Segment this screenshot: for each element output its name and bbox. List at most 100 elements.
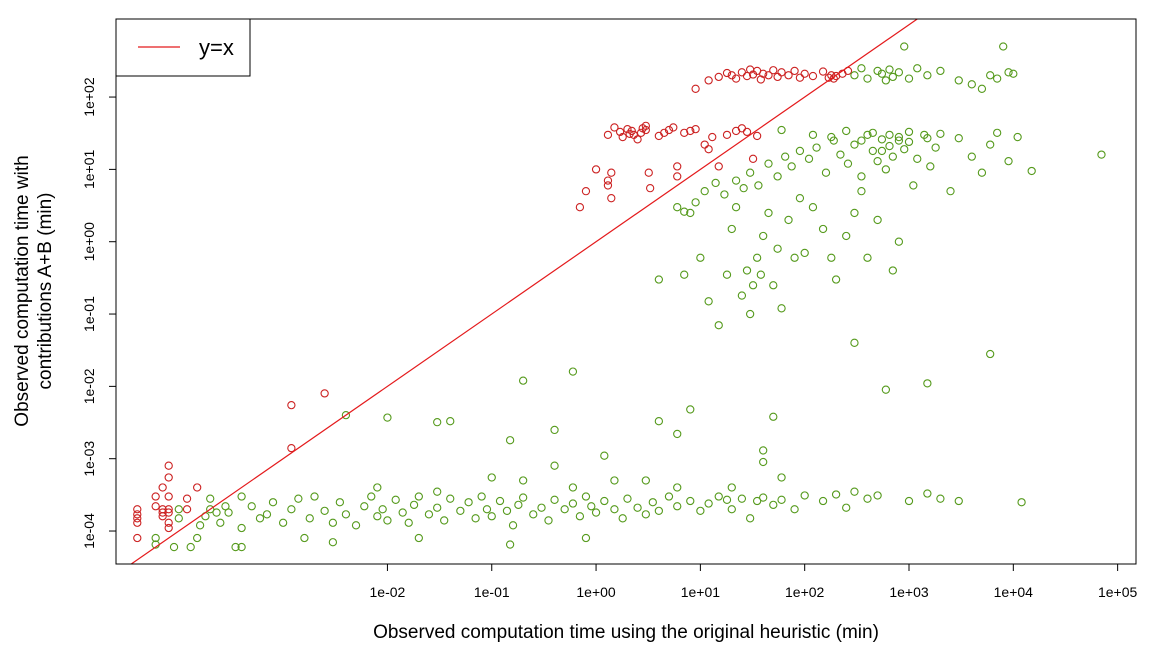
data-point-series-2 bbox=[850, 208, 859, 218]
data-point-series-2 bbox=[391, 495, 400, 504]
data-point-series-1 bbox=[182, 494, 192, 503]
data-point-series-2 bbox=[904, 127, 914, 137]
data-point-series-2 bbox=[873, 66, 882, 76]
data-point-series-2 bbox=[581, 492, 591, 501]
y-axis-title: Observed computation time with contribut… bbox=[12, 155, 56, 426]
data-point-series-1 bbox=[618, 132, 627, 142]
data-point-series-2 bbox=[654, 417, 664, 426]
x-tick-label: 1e+01 bbox=[681, 584, 721, 600]
data-point-series-2 bbox=[1004, 156, 1013, 166]
data-point-series-2 bbox=[294, 494, 303, 503]
data-point-series-2 bbox=[537, 503, 546, 512]
data-point-series-1 bbox=[151, 502, 160, 511]
data-point-series-2 bbox=[913, 64, 922, 73]
data-point-series-1 bbox=[164, 505, 173, 514]
data-point-series-2 bbox=[885, 141, 894, 151]
data-point-series-2 bbox=[195, 521, 205, 530]
data-point-series-2 bbox=[673, 203, 682, 212]
data-point-series-2 bbox=[877, 69, 887, 78]
plot-frame bbox=[115, 18, 1137, 565]
data-point-series-1 bbox=[756, 75, 765, 84]
data-point-series-2 bbox=[335, 498, 345, 507]
x-axis: 1e-02 1e-01 1e+00 1e+01 1e+02 1e+03 1e+04 1e+05 bbox=[370, 564, 1138, 600]
data-point-series-2 bbox=[885, 130, 894, 140]
data-point-series-2 bbox=[568, 499, 578, 508]
data-point-series-1 bbox=[133, 533, 142, 543]
data-point-series-1 bbox=[714, 162, 723, 171]
data-point-series-2 bbox=[877, 146, 887, 156]
data-point-series-2 bbox=[720, 190, 729, 199]
data-point-series-2 bbox=[800, 248, 809, 258]
data-point-series-2 bbox=[581, 533, 591, 543]
data-point-series-2 bbox=[550, 495, 559, 504]
data-point-series-2 bbox=[863, 253, 872, 262]
data-point-series-1 bbox=[808, 71, 818, 81]
data-point-series-1 bbox=[158, 483, 167, 492]
data-point-series-2 bbox=[843, 159, 853, 168]
legend-label: y=x bbox=[199, 35, 234, 60]
data-point-series-1 bbox=[615, 127, 625, 137]
data-point-series-2 bbox=[212, 508, 221, 517]
data-point-series-2 bbox=[881, 165, 891, 174]
data-point-series-2 bbox=[648, 498, 657, 507]
data-point-series-2 bbox=[894, 237, 904, 246]
data-point-series-2 bbox=[868, 146, 877, 156]
data-point-series-2 bbox=[881, 385, 891, 394]
data-point-series-1 bbox=[759, 69, 768, 78]
data-point-series-2 bbox=[482, 505, 492, 514]
data-point-series-2 bbox=[373, 512, 382, 521]
reference-line-y-equals-x bbox=[130, 19, 919, 564]
data-point-series-2 bbox=[863, 74, 872, 83]
data-point-series-1 bbox=[704, 145, 713, 154]
data-point-series-2 bbox=[857, 172, 866, 181]
data-point-series-2 bbox=[456, 506, 465, 516]
data-point-series-2 bbox=[641, 510, 650, 519]
data-point-series-1 bbox=[686, 126, 695, 136]
data-point-series-2 bbox=[169, 542, 179, 552]
data-point-series-2 bbox=[237, 542, 246, 552]
data-point-series-2 bbox=[519, 376, 528, 385]
data-point-series-2 bbox=[742, 266, 752, 275]
data-point-series-1 bbox=[790, 66, 799, 76]
data-point-series-2 bbox=[414, 533, 423, 543]
data-point-series-2 bbox=[818, 224, 828, 234]
data-point-series-2 bbox=[300, 533, 309, 543]
y-tick-label: 1e+00 bbox=[81, 222, 97, 262]
data-point-series-2 bbox=[654, 275, 664, 284]
data-point-series-2 bbox=[409, 500, 419, 510]
data-point-series-2 bbox=[745, 309, 755, 319]
data-point-series-2 bbox=[759, 457, 768, 467]
data-point-series-1 bbox=[731, 74, 741, 83]
data-point-series-2 bbox=[731, 176, 741, 185]
x-tick-label: 1e+02 bbox=[785, 584, 825, 600]
data-point-series-2 bbox=[471, 514, 480, 523]
data-point-series-2 bbox=[850, 338, 859, 347]
data-point-series-2 bbox=[977, 84, 987, 93]
data-point-series-2 bbox=[923, 71, 932, 80]
data-point-series-2 bbox=[888, 266, 897, 275]
data-point-series-2 bbox=[923, 489, 932, 498]
data-point-series-2 bbox=[745, 514, 755, 523]
data-point-series-2 bbox=[550, 461, 559, 470]
data-point-series-2 bbox=[351, 521, 361, 530]
data-point-series-1 bbox=[287, 443, 296, 453]
data-point-series-1 bbox=[641, 125, 650, 135]
data-point-series-2 bbox=[700, 187, 709, 196]
data-point-series-1 bbox=[680, 128, 689, 137]
data-point-series-1 bbox=[752, 131, 762, 141]
data-point-series-2 bbox=[790, 505, 799, 514]
data-point-series-1 bbox=[287, 400, 296, 410]
data-point-series-2 bbox=[737, 291, 747, 300]
data-point-series-1 bbox=[133, 514, 142, 523]
data-point-series-2 bbox=[754, 181, 763, 190]
data-point-series-2 bbox=[808, 130, 818, 140]
data-point-series-1 bbox=[646, 184, 655, 193]
data-point-series-2 bbox=[464, 498, 473, 507]
data-point-series-2 bbox=[587, 502, 596, 511]
data-point-series-2 bbox=[696, 253, 705, 262]
data-point-series-2 bbox=[404, 518, 413, 527]
data-point-series-1 bbox=[607, 168, 616, 177]
data-point-series-1 bbox=[133, 505, 142, 514]
data-point-series-2 bbox=[610, 505, 619, 514]
